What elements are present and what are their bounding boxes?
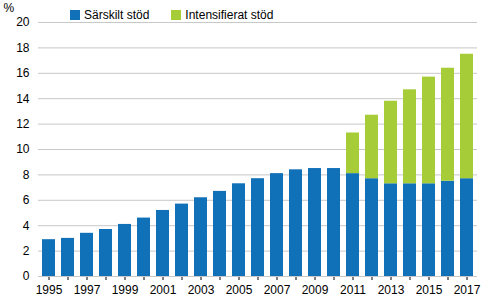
- svg-text:1995: 1995: [36, 283, 63, 297]
- svg-text:2: 2: [23, 244, 30, 258]
- svg-text:2005: 2005: [226, 283, 253, 297]
- svg-text:2001: 2001: [150, 283, 177, 297]
- svg-text:14: 14: [16, 92, 30, 106]
- svg-text:16: 16: [16, 66, 30, 80]
- svg-text:%: %: [4, 1, 15, 15]
- html-text:Intensifierat stöd: Intensifierat stöd: [185, 8, 274, 22]
- svg-text:2011: 2011: [340, 283, 366, 297]
- svg-text:2009: 2009: [302, 283, 329, 297]
- svg-text:0: 0: [23, 269, 30, 283]
- svg-text:12: 12: [16, 117, 30, 131]
- svg-text:20: 20: [16, 15, 30, 29]
- svg-text:2017: 2017: [454, 283, 481, 297]
- svg-text:4: 4: [23, 219, 30, 233]
- svg-text:2003: 2003: [188, 283, 215, 297]
- svg-text:8: 8: [23, 168, 30, 182]
- html-text:Särskilt stöd: Särskilt stöd: [84, 8, 150, 22]
- svg-text:2015: 2015: [416, 283, 443, 297]
- svg-text:1999: 1999: [112, 283, 139, 297]
- svg-text:1997: 1997: [74, 283, 101, 297]
- svg-text:18: 18: [16, 41, 30, 55]
- svg-text:10: 10: [16, 142, 30, 156]
- svg-text:2013: 2013: [378, 283, 405, 297]
- svg-text:6: 6: [23, 193, 30, 207]
- svg-text:2007: 2007: [264, 283, 291, 297]
